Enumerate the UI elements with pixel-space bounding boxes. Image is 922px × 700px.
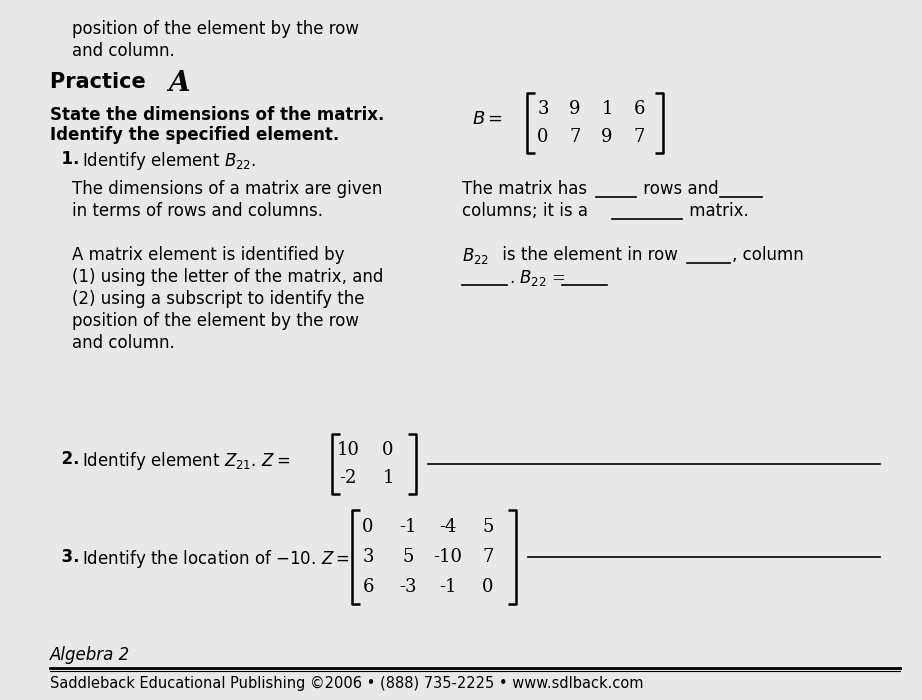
Text: 3: 3 [362, 548, 373, 566]
Text: 5: 5 [402, 548, 414, 566]
Text: Identify element $B_{22}$.: Identify element $B_{22}$. [82, 150, 256, 172]
Text: in terms of rows and columns.: in terms of rows and columns. [72, 202, 323, 220]
Text: rows and: rows and [638, 180, 724, 198]
Text: , column: , column [732, 246, 804, 264]
Text: (2) using a subscript to identify the: (2) using a subscript to identify the [72, 290, 364, 308]
Text: 2.: 2. [50, 450, 79, 468]
Text: position of the element by the row: position of the element by the row [72, 312, 359, 330]
Text: State the dimensions of the matrix.: State the dimensions of the matrix. [50, 106, 384, 124]
Text: -3: -3 [399, 578, 417, 596]
Text: 7: 7 [482, 548, 493, 566]
Text: 0: 0 [482, 578, 494, 596]
Text: Identify the specified element.: Identify the specified element. [50, 126, 339, 144]
Text: position of the element by the row: position of the element by the row [72, 20, 359, 38]
Text: 5: 5 [482, 518, 493, 536]
Text: Identify element $Z_{21}$. $Z=$: Identify element $Z_{21}$. $Z=$ [82, 450, 290, 472]
Text: 9: 9 [601, 128, 613, 146]
Text: columns; it is a: columns; it is a [462, 202, 593, 220]
Text: Saddleback Educational Publishing ©2006 • (888) 735-2225 • www.sdlback.com: Saddleback Educational Publishing ©2006 … [50, 676, 644, 691]
Text: and column.: and column. [72, 334, 175, 352]
Text: 3: 3 [538, 100, 549, 118]
Text: is the element in row: is the element in row [497, 246, 683, 264]
Text: 6: 6 [362, 578, 373, 596]
Text: 1.: 1. [50, 150, 79, 168]
Text: Identify the location of $-10$. $Z=$: Identify the location of $-10$. $Z=$ [82, 548, 349, 570]
Text: 1: 1 [601, 100, 613, 118]
Text: A matrix element is identified by: A matrix element is identified by [72, 246, 345, 264]
Text: (1) using the letter of the matrix, and: (1) using the letter of the matrix, and [72, 268, 384, 286]
Text: -10: -10 [433, 548, 463, 566]
Text: matrix.: matrix. [684, 202, 749, 220]
Text: $B_{22}$: $B_{22}$ [462, 246, 489, 266]
Text: -2: -2 [339, 469, 357, 487]
Text: 3.: 3. [50, 548, 79, 566]
Text: The matrix has: The matrix has [462, 180, 592, 198]
Text: . $B_{22}$ =: . $B_{22}$ = [509, 268, 568, 288]
Text: The dimensions of a matrix are given: The dimensions of a matrix are given [72, 180, 383, 198]
Text: $B=$: $B=$ [472, 110, 503, 128]
Text: -1: -1 [399, 518, 417, 536]
Text: A: A [168, 70, 190, 97]
Text: Practice: Practice [50, 72, 153, 92]
Text: 0: 0 [362, 518, 373, 536]
Text: -1: -1 [439, 578, 456, 596]
Text: 6: 6 [633, 100, 644, 118]
Text: 10: 10 [337, 441, 360, 459]
Text: and column.: and column. [72, 42, 175, 60]
Text: 1: 1 [383, 469, 394, 487]
Text: 9: 9 [569, 100, 581, 118]
Text: 0: 0 [538, 128, 549, 146]
Text: 0: 0 [383, 441, 394, 459]
Text: -4: -4 [439, 518, 456, 536]
Text: 7: 7 [633, 128, 644, 146]
Text: 7: 7 [569, 128, 581, 146]
Text: Algebra 2: Algebra 2 [50, 646, 130, 664]
